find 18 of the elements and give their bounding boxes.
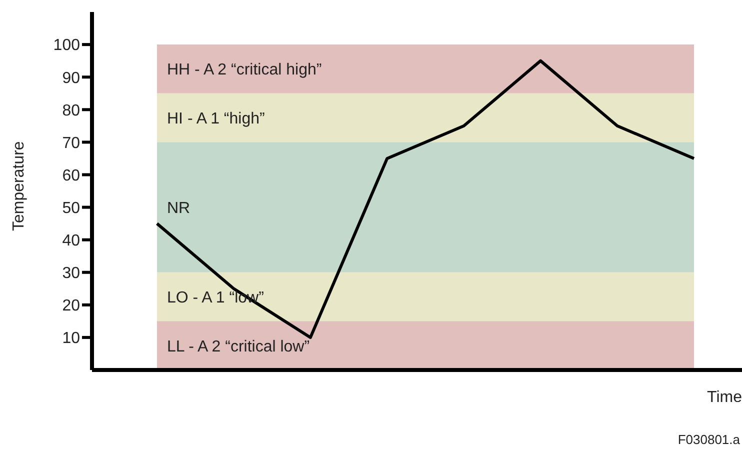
line-series (156, 59, 696, 339)
y-tick-label: 20 (62, 298, 80, 315)
text: F030801.a (676, 432, 741, 447)
band-label: HI - A 1 “high” (167, 110, 265, 128)
y-tick-label: 10 (62, 330, 80, 348)
y-tick-label: 100 (53, 37, 80, 54)
y-tick-label: 30 (62, 265, 80, 282)
y-tick-label: 70 (62, 134, 80, 152)
y-tick-label: 60 (62, 167, 80, 184)
band-label: HH - A 2 “critical high” (167, 62, 322, 79)
y-tick-label: 40 (62, 232, 80, 250)
y-axis-title: Temperature (10, 141, 28, 231)
y-tick-label: 90 (62, 70, 80, 87)
y-tick-label: 50 (62, 200, 80, 217)
band-label: NR (167, 200, 190, 217)
y-tick-label: 80 (62, 102, 80, 120)
band-label: LL - A 2 “critical low” (167, 338, 310, 356)
x-axis-title: Time (707, 389, 742, 406)
